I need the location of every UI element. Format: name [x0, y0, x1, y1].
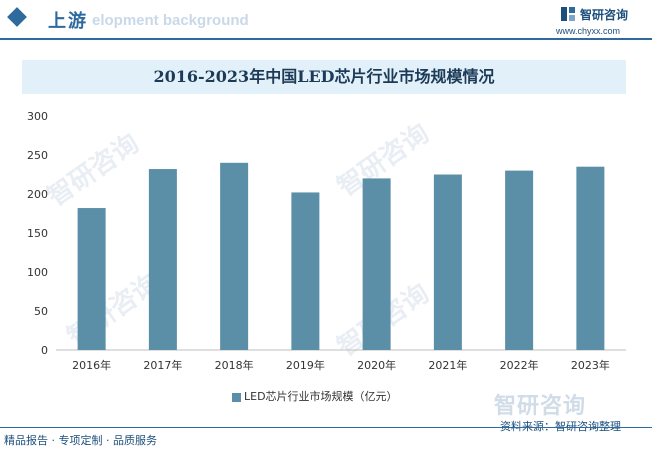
y-tick-label: 250	[27, 149, 48, 162]
y-tick-label: 0	[41, 344, 48, 357]
y-tick-label: 50	[34, 305, 48, 318]
x-tick-label: 2023年	[571, 358, 610, 372]
x-tick-label: 2021年	[428, 358, 467, 372]
footer-slogan: 精品报告 · 专项定制 · 品质服务	[4, 434, 157, 447]
bar	[291, 192, 320, 350]
logo-icon	[561, 7, 575, 21]
footer-divider	[0, 427, 652, 428]
x-tick-label: 2017年	[143, 358, 182, 372]
bar	[77, 208, 106, 350]
y-tick-label: 100	[27, 266, 48, 279]
bar-chart: 0 50 100 150 200 250 300 2016年 2017年 2018年 2019年 20…	[27, 110, 626, 372]
y-tick-label: 300	[27, 110, 48, 123]
x-tick-label: 2018年	[215, 358, 254, 372]
x-tick-label: 2019年	[286, 358, 325, 372]
bar	[576, 166, 605, 350]
bar	[433, 174, 462, 350]
logo-watermark: 智研咨询	[494, 394, 587, 419]
chart-title-bar: 2016-2023年中国LED芯片行业市场规模情况	[22, 60, 626, 94]
background-text: elopment background	[92, 12, 249, 29]
y-tick-label: 200	[27, 188, 48, 201]
bar	[505, 170, 534, 350]
header-divider	[0, 38, 652, 40]
chart-title: 2016-2023年中国LED芯片行业市场规模情况	[153, 67, 495, 86]
logo-name: 智研咨询	[580, 8, 629, 22]
legend-label: LED芯片行业市场规模（亿元）	[244, 390, 398, 403]
section-title: 上游	[48, 11, 88, 32]
legend: LED芯片行业市场规模（亿元）	[232, 388, 398, 404]
bar	[362, 178, 391, 350]
bar	[148, 169, 177, 350]
bar	[220, 162, 249, 350]
legend-swatch	[232, 392, 241, 402]
logo-url: www.chyxx.com	[556, 26, 621, 36]
x-tick-label: 2016年	[72, 358, 111, 372]
y-tick-label: 150	[27, 227, 48, 240]
header: 上游 elopment background 智研咨询 www.chyxx.co…	[0, 0, 652, 40]
x-tick-label: 2022年	[500, 358, 539, 372]
source-note: 资料来源：智研咨询整理	[500, 420, 621, 433]
diamond-icon	[7, 7, 27, 27]
x-tick-label: 2020年	[357, 358, 396, 372]
